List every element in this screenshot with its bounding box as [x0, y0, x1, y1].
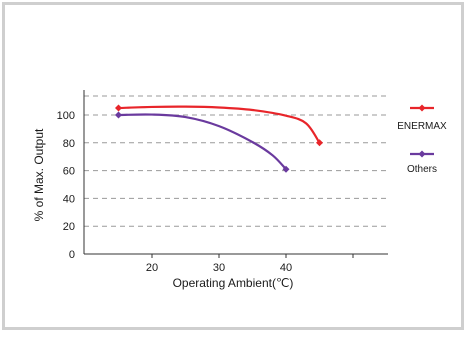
- legend-marker-others: [418, 150, 426, 158]
- series-marker-enermax-end: [316, 139, 323, 147]
- x-tick-label-30: 30: [213, 262, 225, 274]
- grid-lines: [84, 95, 388, 227]
- x-axis-title: Operating Ambient(℃): [173, 276, 294, 290]
- series-line-others: [118, 113, 287, 170]
- y-tick-label-100: 100: [57, 110, 75, 122]
- series-marker-others-start: [115, 111, 122, 119]
- series-line-enermax: [118, 105, 321, 144]
- x-tick-labels: 20 30 40: [146, 262, 292, 274]
- legend-marker-enermax: [418, 104, 426, 112]
- series-marker-enermax-start: [115, 104, 122, 112]
- x-tick-label-20: 20: [146, 262, 158, 274]
- y-tick-label-60: 60: [63, 166, 75, 178]
- legend: ENERMAX Others: [397, 104, 447, 175]
- y-tick-label-0: 0: [69, 249, 75, 261]
- series-marker-others-end: [282, 165, 290, 173]
- y-tick-label-80: 80: [63, 138, 75, 150]
- legend-label-others: Others: [407, 164, 437, 175]
- y-tick-labels: 0 20 40 60 80 100: [57, 110, 75, 261]
- chart-frame: [2, 2, 464, 330]
- legend-label-enermax: ENERMAX: [397, 121, 447, 132]
- axes: [83, 90, 388, 258]
- y-tick-label-40: 40: [63, 193, 75, 205]
- y-tick-label-20: 20: [63, 221, 75, 233]
- series-group: [115, 104, 323, 173]
- x-tick-label-40: 40: [280, 262, 292, 274]
- y-axis-title: % of Max. Output: [32, 128, 46, 221]
